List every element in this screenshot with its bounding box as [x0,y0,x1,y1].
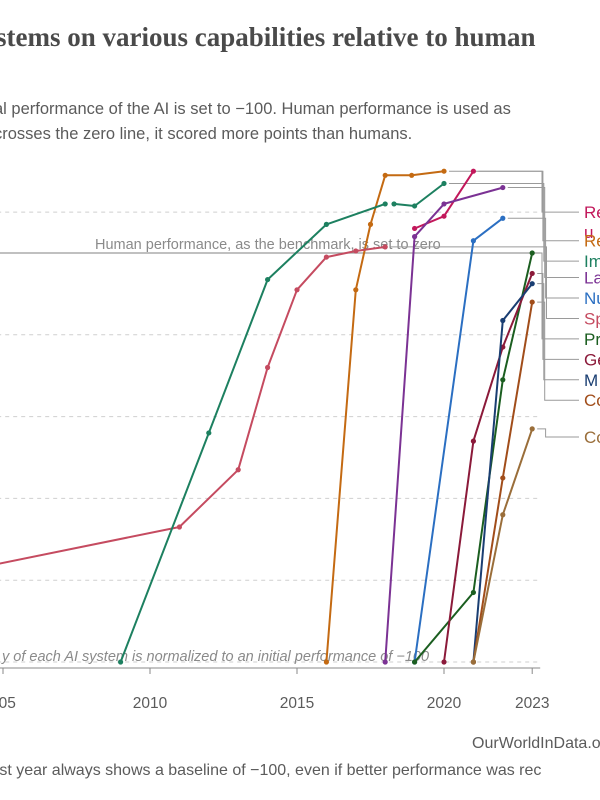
label-connector [390,246,579,319]
series-line [472,301,534,663]
data-point [353,248,359,254]
data-point [118,659,124,665]
data-point [500,512,506,518]
series-label: Co [584,428,600,447]
series-line [384,186,504,663]
series-line [472,428,534,663]
data-point [500,184,506,191]
data-point [500,475,506,481]
data-point [176,524,182,530]
data-point [441,168,447,174]
data-point [500,317,506,324]
series-line [0,245,386,565]
x-axis: 005 2010 2015 2020 2023 [0,667,549,712]
series-line [413,252,534,663]
data-point [265,276,271,283]
subtitle-line-2: crosses the zero line, it scored more po… [0,125,413,143]
data-point [529,270,535,277]
data-point [412,659,418,665]
data-point [206,430,212,436]
data-point [323,659,329,665]
x-tick-label: 005 [0,695,16,712]
data-point [235,467,241,473]
data-point [412,225,418,232]
data-point [470,589,476,596]
data-point [382,172,388,178]
label-connector [537,272,579,360]
subtitle-line-1: al performance of the AI is set to −100.… [0,100,511,118]
data-point [382,244,388,250]
label-connector [449,170,579,242]
data-point [529,299,535,305]
data-point [529,281,535,287]
series-label: Pr [584,330,600,349]
series-line [325,170,445,663]
series-line [119,202,386,663]
data-point [265,364,271,371]
data-series [0,168,535,665]
data-point [529,250,535,256]
series-label: Re [584,203,600,222]
data-point [412,234,418,240]
x-tick-label: 2023 [515,695,549,712]
series-label: Re [584,232,600,251]
data-point [441,213,447,219]
data-point [323,254,329,260]
data-point [441,201,447,207]
series-label-line-2: u [584,223,593,242]
series-line [413,217,504,663]
data-point [367,221,374,227]
source-credit[interactable]: OurWorldInData.or [472,735,600,752]
label-connector [507,187,579,279]
label-connector [507,217,579,299]
data-point [391,201,397,207]
data-point [470,659,476,665]
data-point [323,221,329,227]
x-tick-label: 2015 [280,695,314,712]
series-line [393,182,445,207]
data-point [500,215,506,221]
label-connector [537,428,579,438]
series-label: Co [584,391,600,410]
series-label: M [584,371,598,390]
label-connector [537,252,579,340]
data-point [470,438,476,444]
data-point [441,659,447,665]
baseline-annotation: y of each AI system is normalized to an … [1,649,429,665]
series-label: Nu [584,289,600,308]
x-tick-label: 2010 [133,695,168,712]
data-point [412,203,418,209]
series-label: Im [584,252,600,271]
x-tick-label: 2020 [427,695,462,712]
human-performance-annotation: Human performance, as the benchmark, is … [95,237,441,253]
data-point [409,172,415,178]
data-point [441,180,447,187]
data-point [353,287,359,293]
series-line [443,273,534,663]
series-label: La [584,269,600,288]
label-connectors [390,170,579,438]
data-point [529,426,535,432]
label-connector [449,182,579,262]
data-point [500,377,506,383]
chart-title: stems on various capabilities relative t… [0,22,536,52]
chart-subtitle: al performance of the AI is set to −100.… [0,97,511,147]
label-connector [478,170,579,213]
data-point [382,201,388,207]
footnote: rst year always shows a baseline of −100… [0,762,542,779]
label-connector [537,283,579,381]
data-point [470,238,476,244]
data-point [470,168,476,174]
data-point [382,659,388,665]
label-connector [537,301,579,401]
series-labels: ReuReImLaNuSpPrGeMCoCo [584,203,600,447]
series-label: Ge [584,350,600,369]
series-label: Sp [584,309,600,328]
data-point [294,287,300,293]
